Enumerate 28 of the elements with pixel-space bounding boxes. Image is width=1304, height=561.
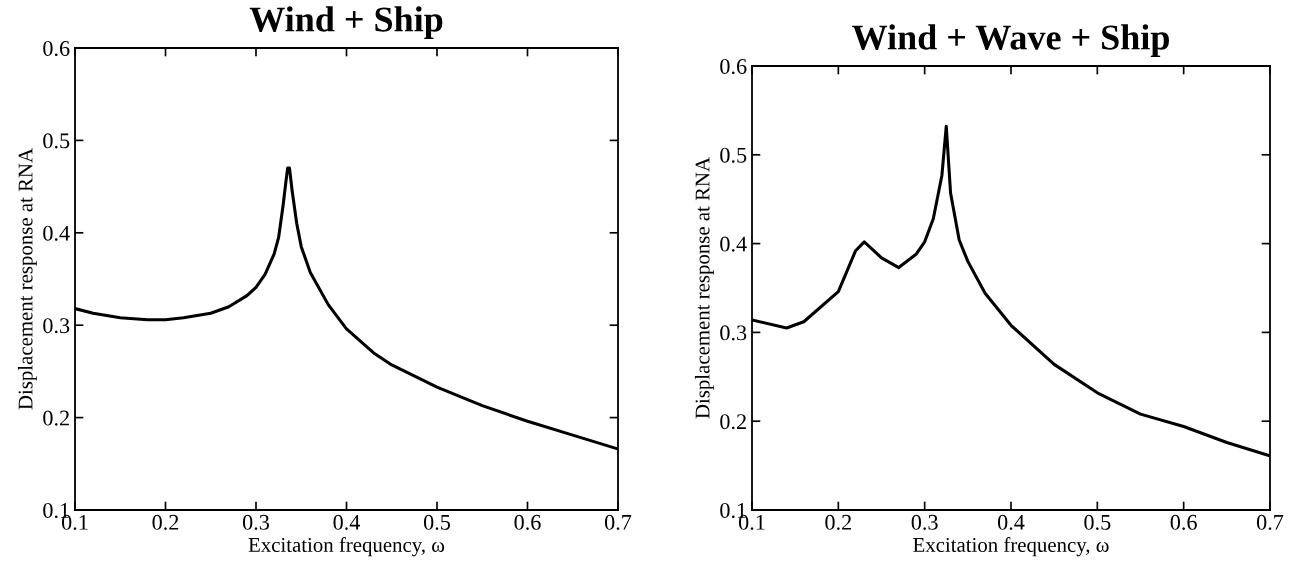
x-tick-label: 0.5 xyxy=(423,514,451,530)
x-tick-label: 0.7 xyxy=(604,514,632,530)
y-tick-label: 0.4 xyxy=(720,236,747,252)
y-tick-label: 0.3 xyxy=(720,325,747,341)
y-tick-label: 0.2 xyxy=(43,410,69,426)
x-axis-title: Excitation frequency, ω xyxy=(913,537,1109,557)
x-tick-label: 0.2 xyxy=(825,514,851,530)
x-axis-title: Excitation frequency, ω xyxy=(248,537,445,557)
y-tick-label: 0.5 xyxy=(43,133,70,149)
y-axis-title: Displacement response at RNA xyxy=(694,157,714,419)
x-tick-label: 0.6 xyxy=(514,514,541,530)
x-tick-label: 0.7 xyxy=(1256,514,1284,530)
y-tick-label: 0.6 xyxy=(720,58,747,75)
x-tick-label: 0.3 xyxy=(242,514,270,530)
y-tick-label: 0.5 xyxy=(720,147,747,163)
x-tick-label: 0.5 xyxy=(1084,514,1111,530)
chart-title: Wind + Ship xyxy=(249,6,443,40)
y-tick-label: 0.2 xyxy=(720,414,746,430)
y-tick-label: 0.4 xyxy=(43,225,70,241)
y-axis-title: Displacement response at RNA xyxy=(17,148,37,410)
x-tick-label: 0.3 xyxy=(911,514,938,530)
y-tick-label: 0.6 xyxy=(43,40,70,57)
chart-title: Wind + Wave + Ship xyxy=(852,24,1169,58)
x-tick-label: 0.4 xyxy=(997,514,1025,530)
y-tick-label: 0.3 xyxy=(43,318,70,334)
x-tick-label: 0.2 xyxy=(152,514,179,530)
x-tick-label: 0.6 xyxy=(1170,514,1197,530)
x-tick-label: 0.4 xyxy=(333,514,361,530)
